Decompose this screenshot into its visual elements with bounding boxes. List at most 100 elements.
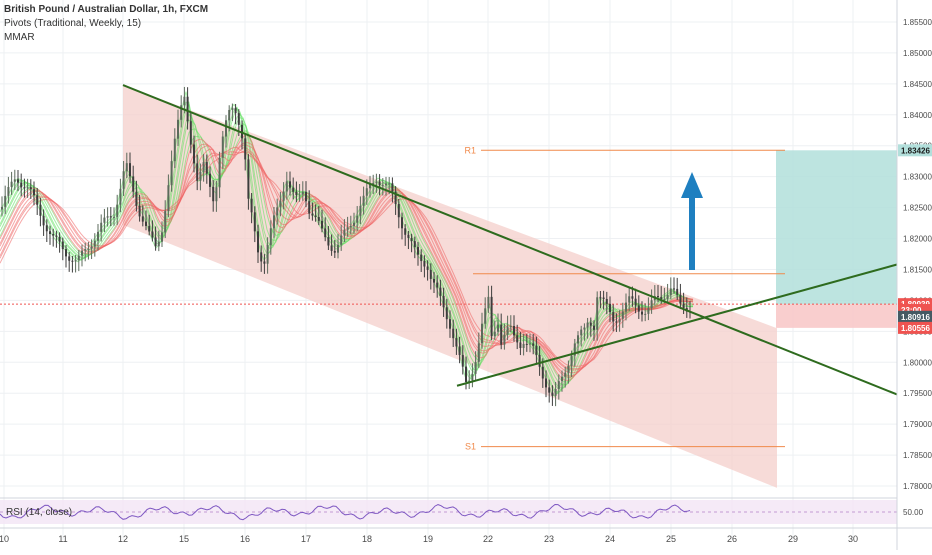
candle-body: [33, 189, 35, 196]
candle-body: [394, 191, 397, 205]
time-tick-label: 29: [788, 534, 798, 544]
candle-body: [170, 161, 173, 186]
resistance-line: [122, 84, 898, 396]
candle-body: [138, 205, 141, 217]
candle-body: [554, 388, 557, 396]
price-tick-label: 1.79500: [903, 389, 932, 398]
support-line: [456, 263, 898, 387]
candle-body: [481, 323, 483, 344]
candle-body: [465, 366, 467, 382]
candle-body: [244, 138, 247, 160]
candle-body: [282, 191, 285, 201]
candle-body: [84, 249, 87, 251]
time-tick-label: 11: [58, 534, 67, 544]
price-tag: [898, 310, 932, 323]
time-axis[interactable]: 10 11 12 15 16 17 18 19 22 23 24 25 26 29 30: [0, 527, 932, 544]
candle-body: [433, 278, 435, 283]
candle-body: [180, 105, 183, 120]
time-tick-label: 12: [118, 534, 128, 544]
candle-body: [65, 249, 67, 257]
candle-body: [257, 231, 259, 253]
candle-body: [228, 109, 231, 121]
candle-body: [391, 183, 394, 192]
candle-body: [541, 366, 544, 379]
candle-body: [285, 181, 288, 192]
candle-body: [516, 335, 519, 343]
pivots-indicator-label[interactable]: Pivots (Traditional, Weekly, 15): [4, 18, 142, 29]
price-tick-label: 1.78500: [903, 451, 932, 460]
candle-body: [519, 342, 522, 349]
candle-body: [407, 234, 410, 238]
price-axis[interactable]: 1.855001.850001.845001.840001.835001.830…: [896, 0, 932, 550]
up-arrow-head: [681, 172, 703, 198]
candle-body: [324, 228, 327, 238]
candle-body: [247, 159, 250, 199]
price-tick-label: 1.84500: [903, 80, 932, 89]
ma-line: [0, 144, 694, 377]
candle-body: [23, 187, 26, 189]
time-tick-label: 30: [848, 534, 858, 544]
candle-body: [346, 227, 349, 230]
candle-body: [570, 355, 573, 366]
candle-body: [461, 355, 464, 367]
candle-body: [650, 300, 653, 309]
candle-body: [209, 173, 211, 187]
candle-body: [116, 204, 119, 217]
candle-body: [596, 297, 599, 330]
candle-body: [119, 188, 122, 205]
candle-body: [413, 241, 416, 248]
candle-body: [193, 144, 195, 164]
pivot-label-r1: R1: [464, 145, 476, 155]
candle-body: [17, 179, 19, 183]
candle-body: [157, 241, 160, 247]
candle-body: [580, 329, 583, 336]
price-tag: [898, 321, 932, 334]
candle-body: [458, 346, 461, 356]
candle-body: [77, 255, 80, 261]
candle-body: [298, 194, 301, 196]
time-tick-label: 15: [179, 534, 189, 544]
candle-body: [279, 200, 282, 208]
candle-body: [359, 205, 362, 216]
ma-line: [0, 117, 694, 389]
price-tick-label: 1.84000: [903, 111, 932, 120]
candle-body: [641, 311, 643, 315]
candle-body: [349, 225, 352, 228]
candle-body: [330, 245, 333, 251]
candle-body: [42, 215, 45, 226]
candle-body: [218, 157, 221, 188]
candle-body: [253, 212, 256, 232]
candle-body: [660, 297, 663, 300]
candle-body: [52, 233, 55, 236]
candle-body: [125, 163, 128, 172]
mmar-indicator-label[interactable]: MMAR: [4, 32, 35, 43]
candle-body: [420, 254, 423, 262]
candle-body: [164, 211, 167, 233]
time-tick-label: 22: [483, 534, 493, 544]
candle-body: [532, 343, 535, 346]
stop-zone: [776, 304, 897, 328]
rsi-indicator-label[interactable]: RSI (14, close): [6, 507, 73, 518]
candle-body: [567, 365, 570, 373]
candle-body: [372, 182, 375, 185]
candle-body: [61, 241, 64, 250]
candle-body: [305, 191, 307, 202]
candle-body: [484, 308, 487, 324]
candle-body: [295, 191, 298, 196]
price-tick-label: 1.79000: [903, 420, 932, 429]
candle-body: [148, 225, 151, 232]
candle-body: [449, 319, 451, 329]
candle-body: [55, 235, 58, 237]
symbol-title[interactable]: British Pound / Australian Dollar, 1h, F…: [4, 4, 209, 15]
candle-body: [506, 326, 509, 335]
time-tick-label: 26: [727, 534, 737, 544]
candle-body: [410, 237, 413, 242]
candle-body: [225, 120, 227, 137]
candle-body: [577, 335, 579, 344]
candle-body: [49, 231, 51, 234]
candle-body: [471, 373, 474, 381]
candle-body: [522, 343, 525, 349]
candle-body: [58, 236, 61, 242]
